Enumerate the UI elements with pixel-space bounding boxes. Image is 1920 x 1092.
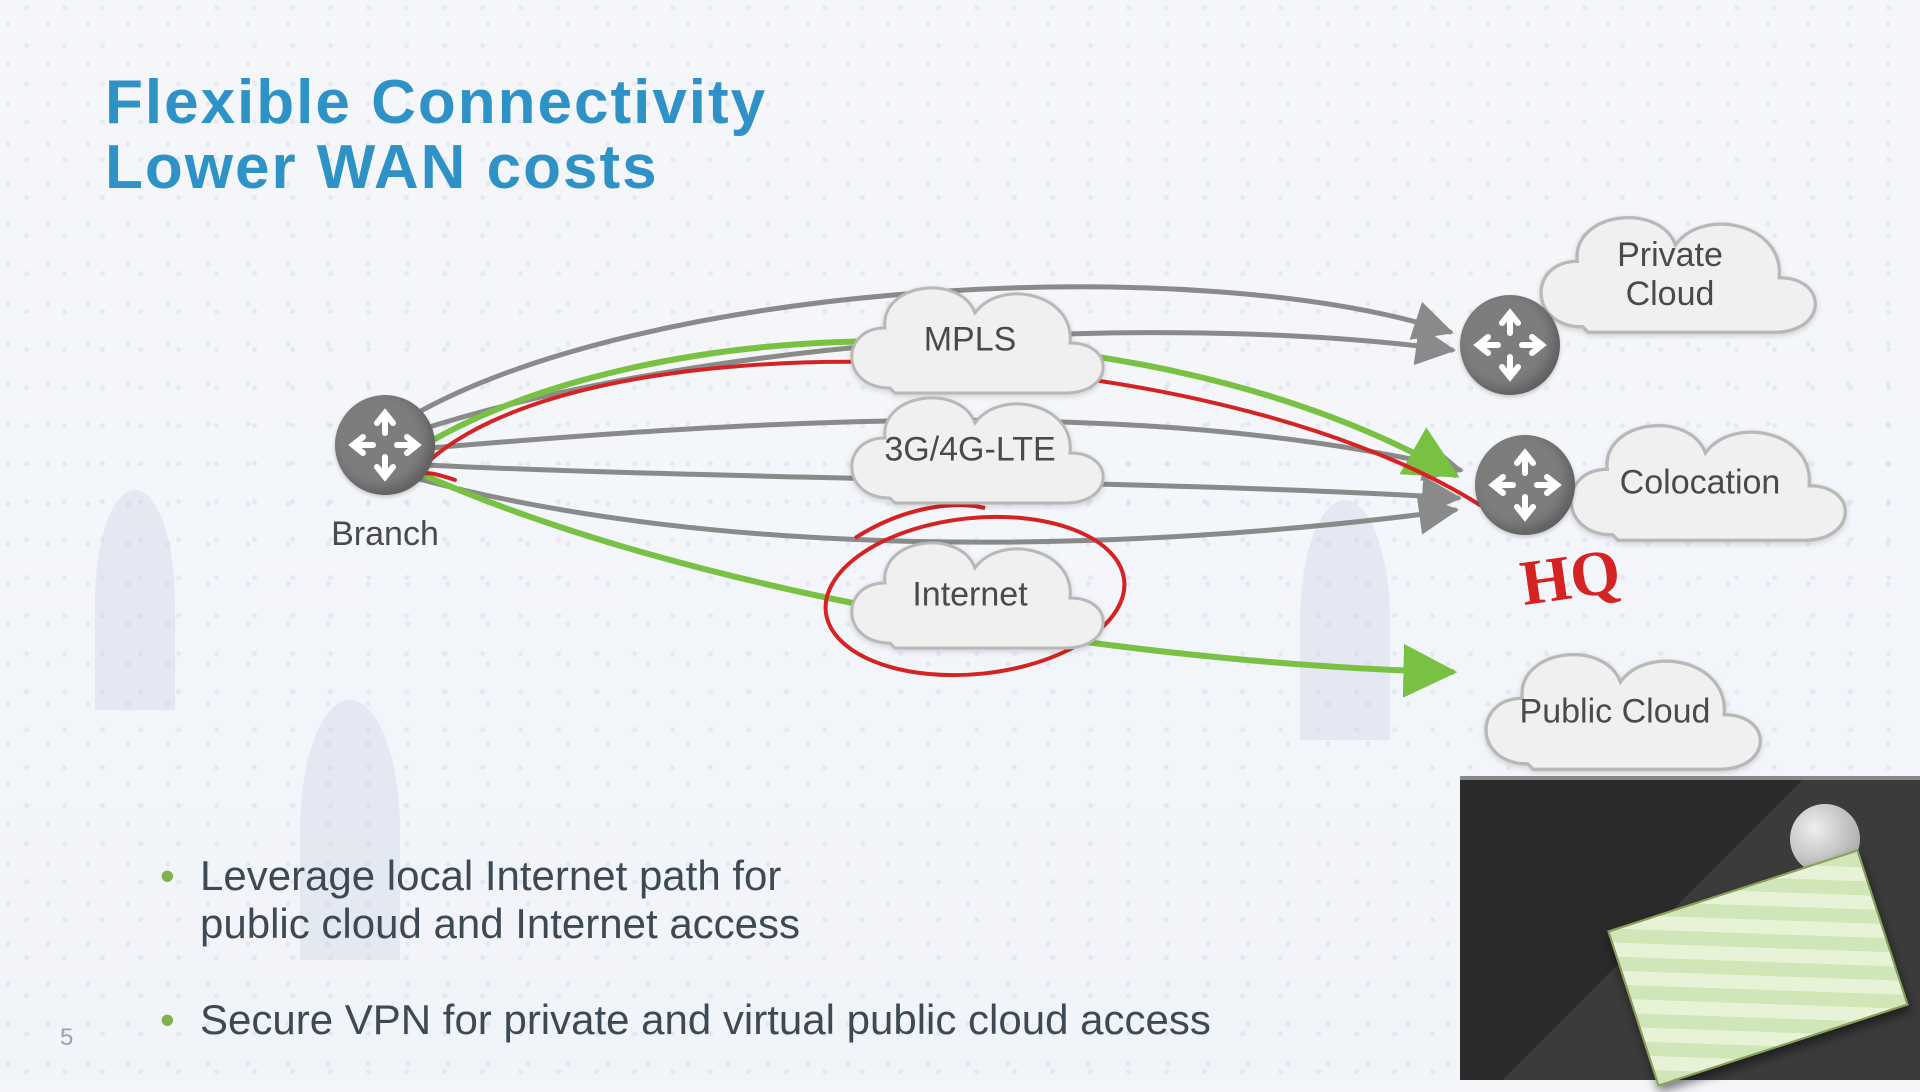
- hq-annotation: HQ: [1516, 534, 1625, 621]
- router-private: [1460, 295, 1560, 395]
- cloud-label-private_cl: PrivateCloud: [1617, 236, 1723, 314]
- page-number: 5: [60, 1024, 73, 1052]
- bullet-item: Secure VPN for private and virtual publi…: [160, 996, 1211, 1044]
- money-briefcase-image: [1460, 776, 1920, 1080]
- cloud-label-lte: 3G/4G-LTE: [884, 430, 1055, 469]
- cloud-label-mpls: MPLS: [924, 320, 1017, 359]
- bullet-list: Leverage local Internet path forpublic c…: [120, 852, 1211, 1092]
- briefcase-latch: [1790, 804, 1860, 874]
- cloud-label-public_cl: Public Cloud: [1520, 692, 1711, 731]
- router-colocation: [1475, 435, 1575, 535]
- bullet-text: Secure VPN for private and virtual publi…: [200, 996, 1211, 1043]
- cloud-label-internet: Internet: [912, 575, 1027, 614]
- cloud-label-colocation: Colocation: [1620, 463, 1781, 502]
- bullet-text: Leverage local Internet path forpublic c…: [200, 852, 800, 947]
- router-branch: [335, 395, 435, 495]
- router-label-branch: Branch: [331, 515, 439, 554]
- bullet-item: Leverage local Internet path forpublic c…: [160, 852, 1211, 948]
